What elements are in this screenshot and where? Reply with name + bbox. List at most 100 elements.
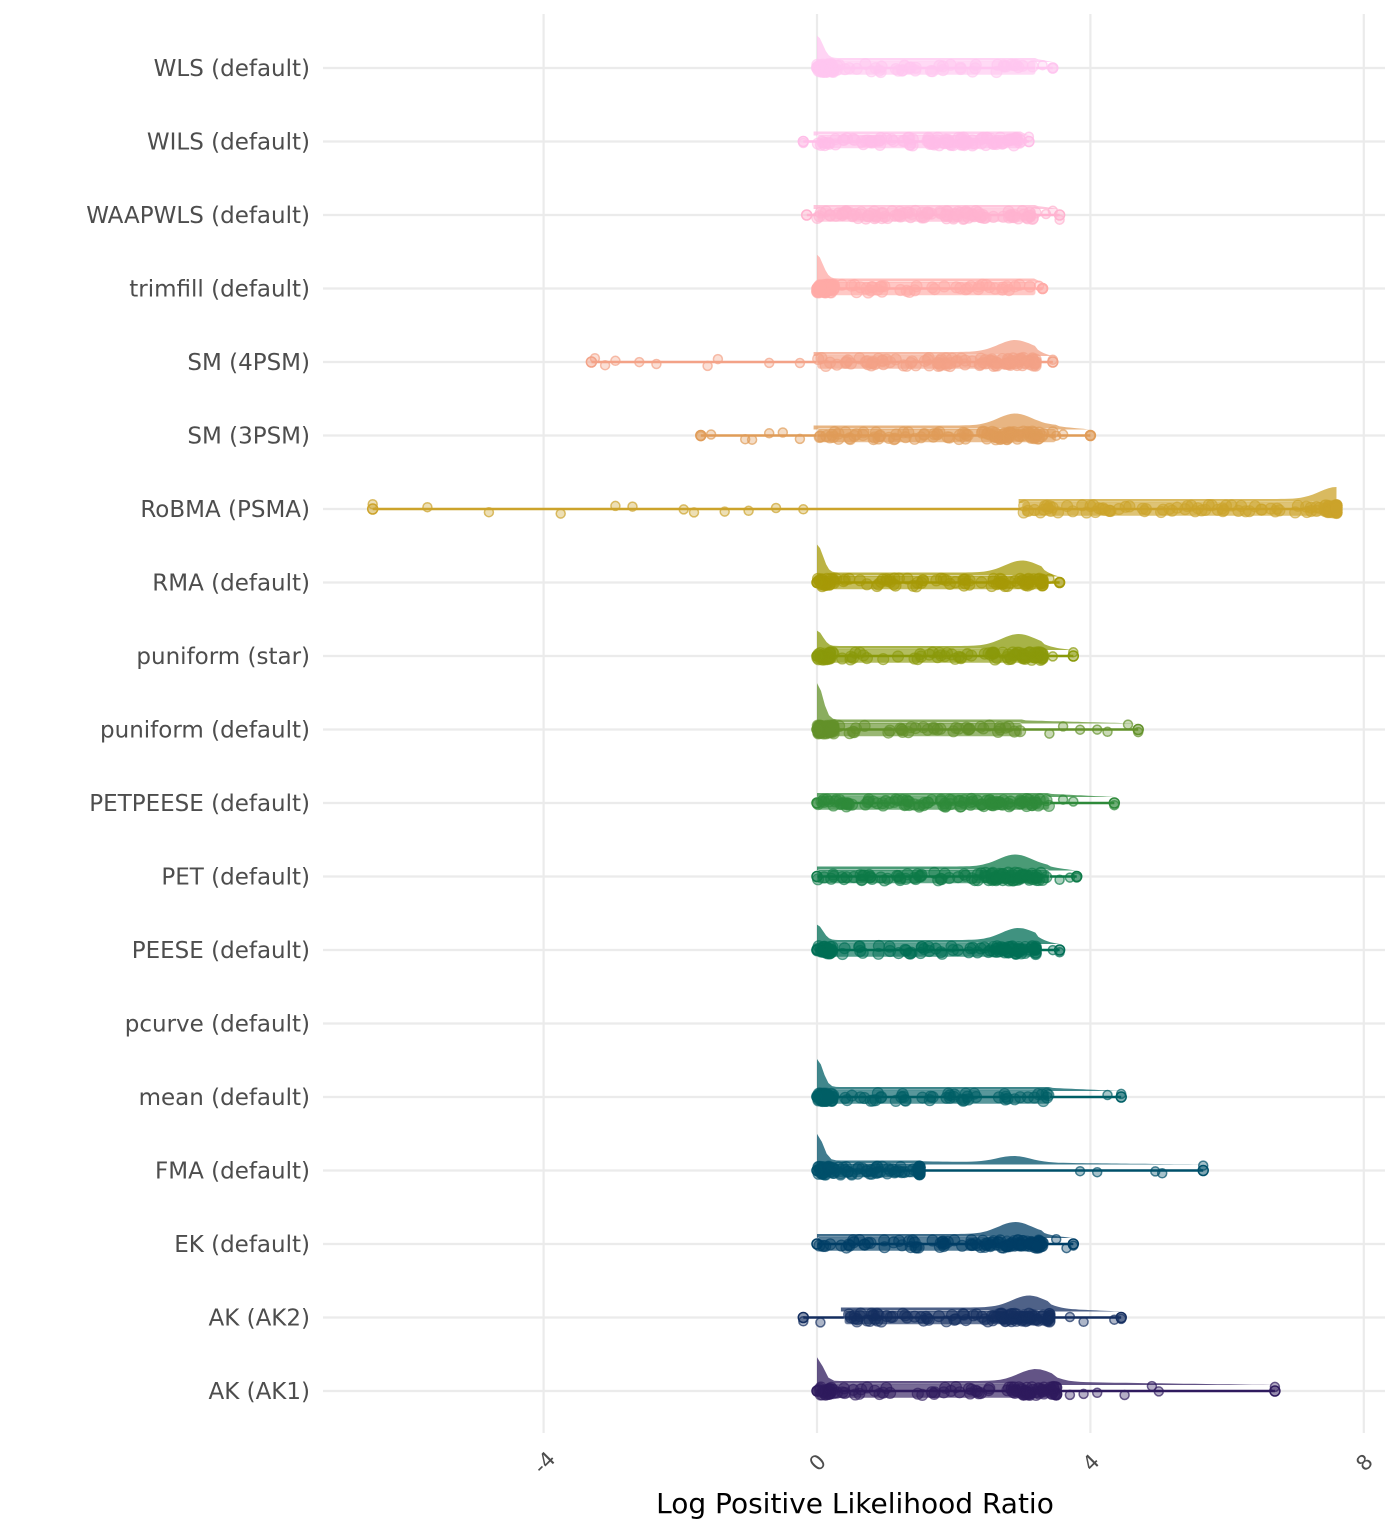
outlier-point [1057, 794, 1069, 805]
y-axis-label: PETPEESE (default) [89, 791, 310, 817]
data-point [877, 652, 890, 666]
series-group [811, 719, 1144, 740]
data-point [981, 1315, 995, 1328]
outlier-point [1153, 1386, 1165, 1397]
data-point [1255, 503, 1269, 516]
data-point [977, 722, 990, 735]
outlier-point [743, 505, 754, 517]
data-point [888, 432, 902, 445]
data-point [1007, 352, 1020, 365]
data-point [905, 721, 918, 734]
data-point [1112, 502, 1126, 516]
data-point [814, 430, 827, 443]
data-point [858, 719, 871, 733]
data-point [1000, 280, 1014, 293]
data-point [937, 1386, 950, 1399]
outlier-point [634, 356, 645, 368]
data-point [966, 1238, 979, 1252]
data-point [963, 574, 976, 587]
data-point [884, 1310, 897, 1324]
data-point [889, 353, 902, 366]
data-point [913, 1164, 926, 1177]
data-point [1138, 505, 1151, 518]
outlier-point [1091, 724, 1103, 735]
data-point [880, 1381, 893, 1395]
data-point [901, 795, 915, 808]
data-point [854, 281, 867, 294]
data-point [905, 355, 919, 368]
data-point [975, 132, 989, 145]
data-point [1030, 871, 1043, 885]
data-point [836, 947, 849, 961]
x-tick-label: 0 [804, 1449, 830, 1475]
data-point [1006, 355, 1020, 368]
extreme-point [797, 1311, 810, 1324]
y-axis-label: WILS (default) [147, 130, 310, 156]
data-point [972, 206, 985, 219]
density-cloud [817, 35, 1053, 62]
data-point [825, 872, 838, 885]
series-group [811, 866, 1083, 887]
outlier-point [705, 429, 717, 440]
x-tick-label: -4 [528, 1447, 560, 1479]
data-point [949, 1380, 963, 1394]
data-point [893, 209, 906, 222]
data-point [902, 1235, 916, 1248]
data-point [1178, 503, 1192, 516]
data-point [1030, 1240, 1043, 1253]
data-point [966, 65, 979, 78]
extreme-point [1070, 870, 1083, 883]
extreme-point [811, 1091, 823, 1103]
series-group [695, 425, 1097, 446]
outlier-point [702, 360, 713, 372]
data-point [827, 647, 840, 660]
data-point [921, 206, 934, 219]
data-point [1300, 505, 1314, 519]
data-point [985, 579, 998, 593]
data-point [962, 1093, 975, 1106]
data-point [959, 205, 973, 218]
density-cloud [817, 1222, 1074, 1238]
data-point [900, 206, 913, 219]
extreme-point [1053, 944, 1066, 956]
extreme-point [1067, 1238, 1080, 1250]
data-point [1033, 1382, 1046, 1396]
outlier-point [719, 506, 730, 517]
data-point [996, 1308, 1009, 1321]
data-point [959, 354, 972, 367]
extreme-point [1197, 1164, 1209, 1177]
outlier-point [627, 501, 638, 512]
data-point [892, 946, 905, 960]
series-group [811, 278, 1049, 299]
data-point [999, 1093, 1012, 1106]
data-point [986, 646, 999, 659]
data-point [1119, 500, 1132, 513]
data-point [1060, 500, 1074, 513]
data-point [857, 426, 870, 439]
data-point [898, 1093, 912, 1107]
data-point [838, 1386, 851, 1400]
extreme-point [800, 209, 813, 221]
data-point [982, 1383, 995, 1397]
outlier-point [678, 504, 689, 515]
extreme-point [811, 650, 823, 662]
extreme-point [1330, 503, 1343, 515]
data-point [980, 794, 993, 807]
data-point [961, 723, 975, 736]
extreme-point [811, 723, 823, 736]
data-point [932, 874, 945, 887]
data-point [847, 208, 860, 222]
outlier-point [746, 434, 758, 445]
data-point [934, 1236, 947, 1249]
extreme-point [797, 135, 810, 148]
outlier-point [688, 507, 700, 518]
density-cloud [817, 924, 1060, 944]
data-point [888, 1166, 901, 1179]
data-point [887, 578, 900, 591]
data-point [948, 1088, 961, 1101]
data-point [1089, 505, 1102, 519]
data-point [1248, 500, 1262, 513]
data-point [997, 59, 1011, 72]
data-point [934, 649, 948, 662]
density-cloud [817, 1059, 1122, 1091]
